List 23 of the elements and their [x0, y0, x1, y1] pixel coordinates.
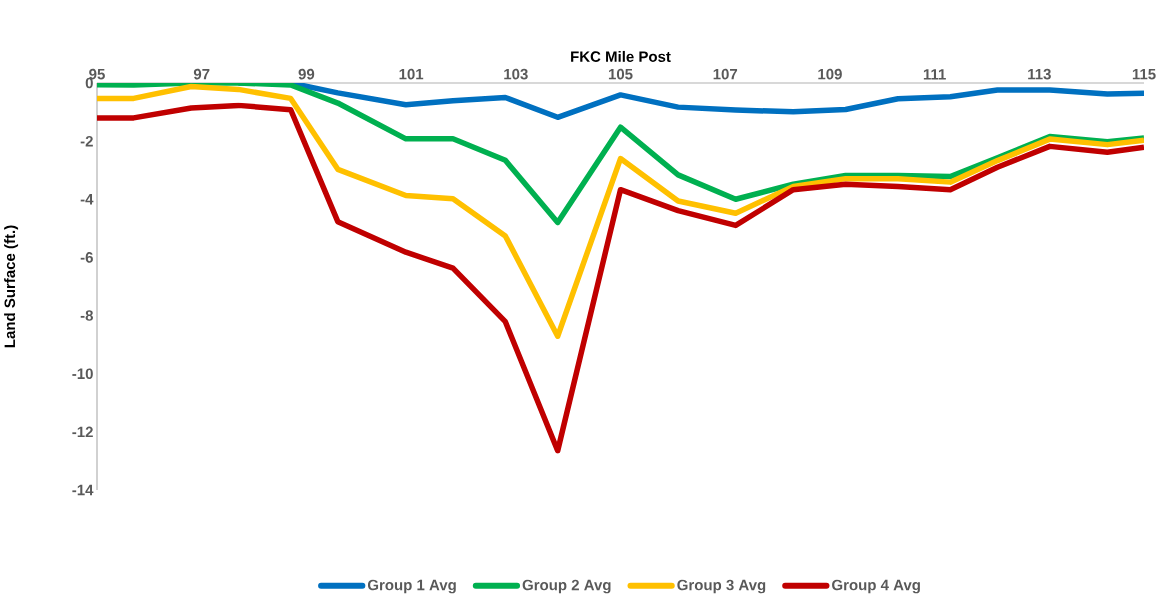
x-tick-label: 101	[399, 68, 424, 80]
y-axis-title: Land Surface (ft.)	[4, 225, 19, 348]
y-tick-label: -6	[80, 252, 93, 263]
legend-label: Group 3 Avg	[677, 579, 766, 594]
x-tick-label: 111	[923, 69, 946, 80]
legend-label: Group 2 Avg	[522, 579, 611, 594]
y-tick-label: -14	[72, 484, 94, 496]
x-tick-label: 103	[504, 68, 528, 80]
legend-label: Group 1 Avg	[367, 579, 456, 594]
x-tick-label: 105	[608, 68, 633, 80]
x-tick-label: 97	[193, 68, 210, 80]
x-tick-label: 109	[818, 68, 842, 80]
y-tick-label: -10	[72, 368, 93, 380]
y-tick-label: -2	[80, 135, 93, 147]
x-tick-label: 115	[1132, 69, 1156, 80]
x-tick-label: 99	[298, 68, 315, 80]
y-tick-label: -4	[80, 194, 94, 205]
x-axis-title: FKC Mile Post	[571, 50, 671, 62]
x-tick-label: 113	[1028, 68, 1051, 80]
legend-label: Group 4 Avg	[832, 579, 920, 594]
x-tick-label: 107	[713, 68, 738, 80]
y-tick-label: -8	[80, 310, 93, 321]
y-tick-label: -12	[72, 426, 93, 438]
